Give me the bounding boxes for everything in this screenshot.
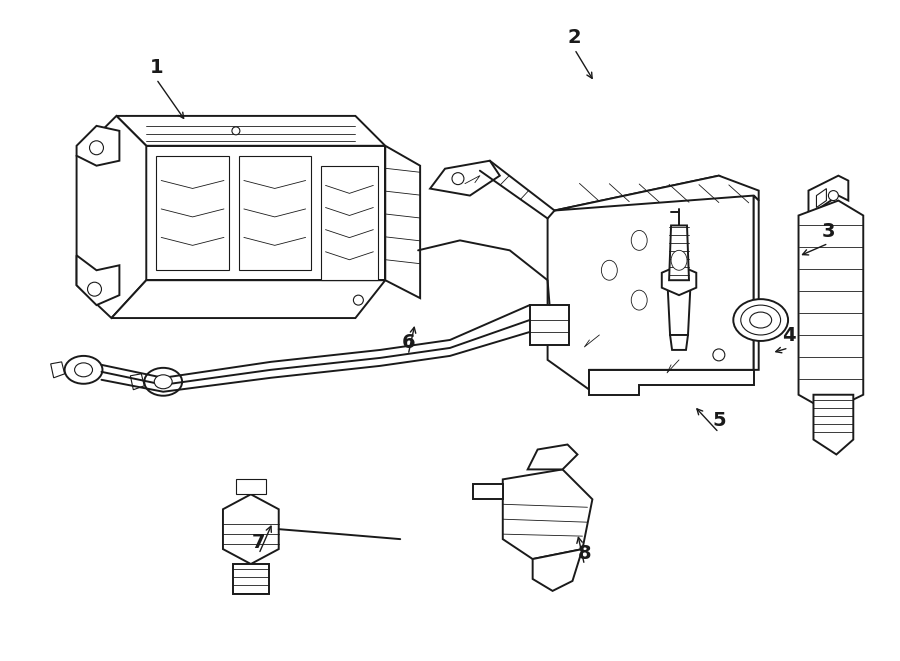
Ellipse shape: [734, 299, 788, 341]
Circle shape: [828, 190, 839, 200]
Polygon shape: [590, 370, 753, 395]
Polygon shape: [130, 374, 144, 390]
Polygon shape: [530, 305, 570, 345]
Polygon shape: [112, 280, 385, 318]
Ellipse shape: [75, 363, 93, 377]
Ellipse shape: [65, 356, 103, 384]
Circle shape: [354, 295, 364, 305]
Text: 1: 1: [149, 58, 163, 77]
Polygon shape: [472, 485, 503, 499]
Polygon shape: [816, 188, 826, 208]
Polygon shape: [547, 176, 753, 390]
Circle shape: [89, 141, 104, 155]
Polygon shape: [76, 255, 120, 305]
Polygon shape: [157, 156, 229, 270]
Polygon shape: [76, 126, 120, 166]
Text: 6: 6: [401, 333, 415, 352]
Polygon shape: [554, 176, 759, 210]
Circle shape: [452, 173, 464, 184]
Ellipse shape: [154, 375, 172, 389]
Circle shape: [232, 127, 240, 135]
Polygon shape: [503, 469, 592, 559]
Ellipse shape: [631, 290, 647, 310]
Circle shape: [87, 282, 102, 296]
Ellipse shape: [750, 312, 771, 328]
Text: 3: 3: [822, 222, 835, 241]
Polygon shape: [236, 479, 266, 494]
Polygon shape: [116, 116, 385, 146]
Polygon shape: [238, 156, 310, 270]
Text: 5: 5: [712, 411, 725, 430]
Polygon shape: [798, 200, 863, 412]
Polygon shape: [669, 225, 689, 280]
Polygon shape: [753, 196, 759, 370]
Polygon shape: [223, 494, 279, 564]
Polygon shape: [320, 166, 378, 280]
Polygon shape: [50, 362, 65, 378]
Circle shape: [713, 349, 725, 361]
Polygon shape: [430, 161, 500, 196]
Polygon shape: [147, 146, 385, 280]
Polygon shape: [814, 395, 853, 455]
Ellipse shape: [144, 368, 182, 396]
Text: 2: 2: [568, 28, 581, 47]
Text: 8: 8: [578, 543, 591, 563]
Polygon shape: [385, 146, 420, 298]
Polygon shape: [667, 275, 691, 335]
Polygon shape: [808, 176, 849, 215]
Text: 4: 4: [782, 327, 796, 346]
Polygon shape: [533, 549, 582, 591]
Ellipse shape: [601, 260, 617, 280]
Polygon shape: [662, 265, 697, 295]
Polygon shape: [527, 444, 578, 469]
Polygon shape: [670, 335, 688, 350]
Ellipse shape: [631, 231, 647, 251]
Polygon shape: [233, 564, 269, 594]
Text: 7: 7: [252, 533, 266, 552]
Polygon shape: [76, 116, 147, 318]
Ellipse shape: [671, 251, 687, 270]
Ellipse shape: [741, 305, 780, 335]
